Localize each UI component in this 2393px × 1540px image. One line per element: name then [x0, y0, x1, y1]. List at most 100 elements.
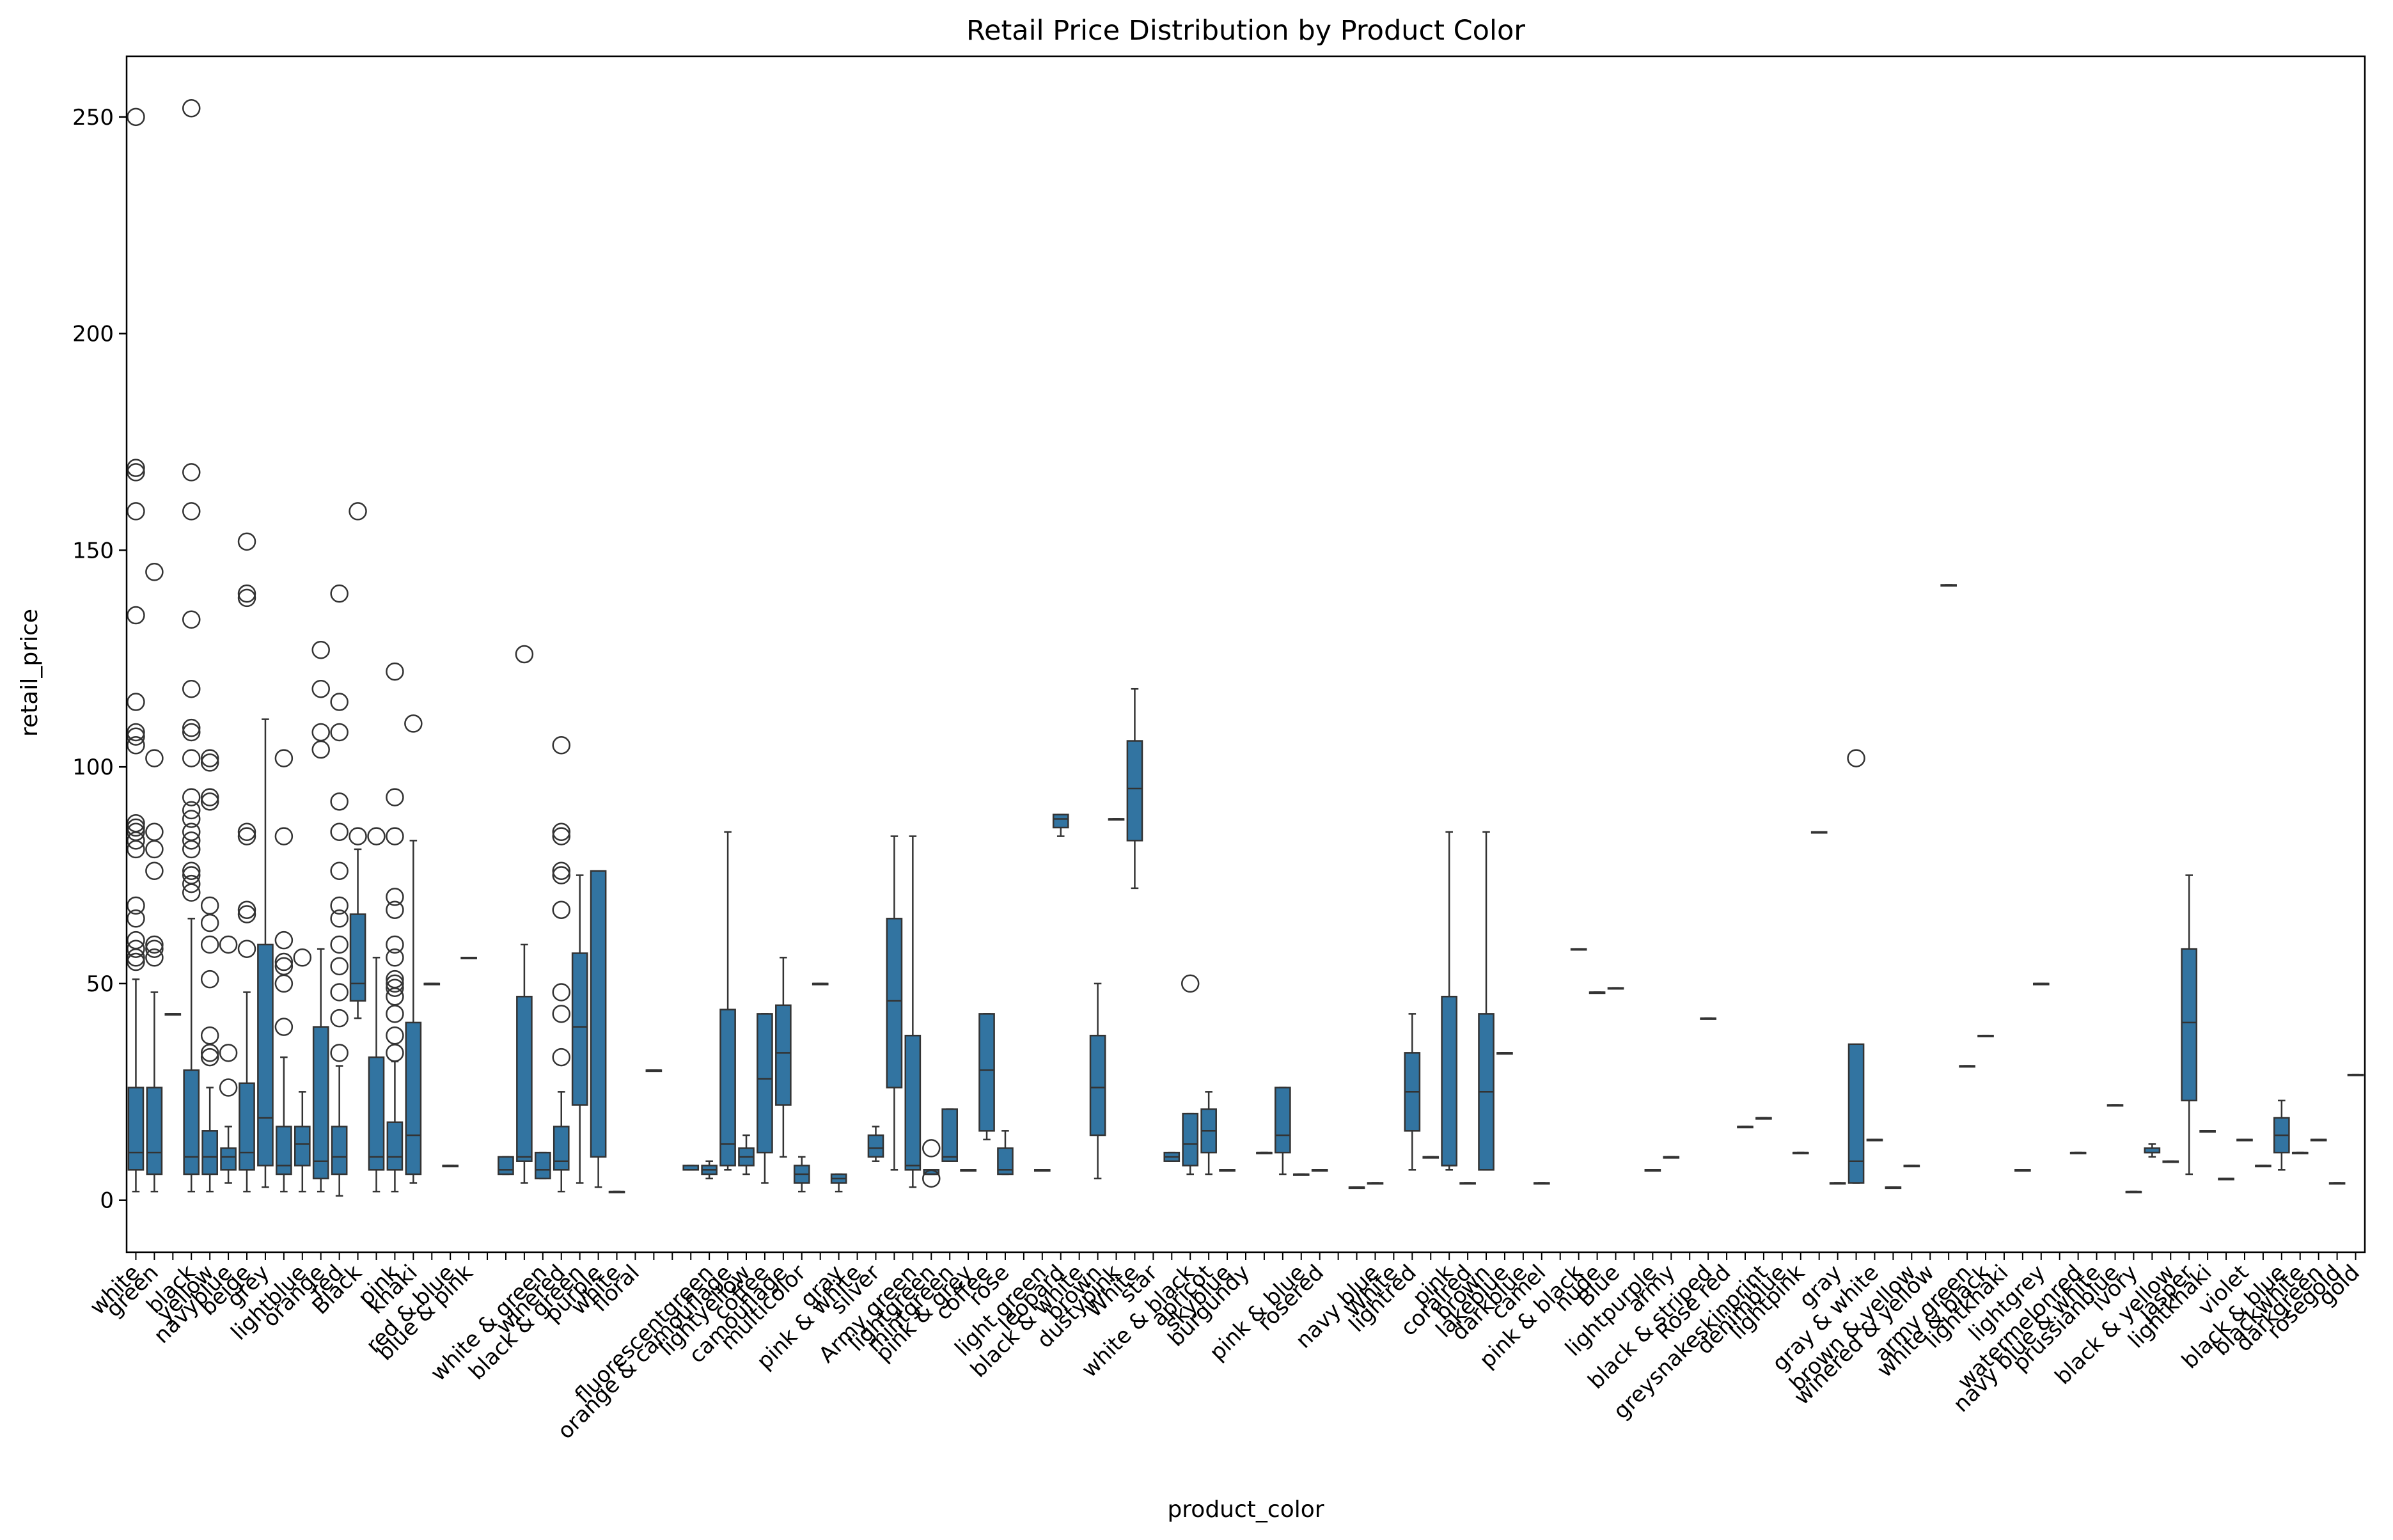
- box-group: [423, 982, 441, 986]
- iqr-box: [941, 1108, 959, 1162]
- box-group: [460, 957, 477, 960]
- iqr-box: [1848, 1043, 1865, 1184]
- box-group: [498, 1156, 514, 1175]
- box-group: [2014, 1169, 2031, 1172]
- outlier-point: [182, 718, 201, 737]
- outlier-point: [386, 978, 404, 997]
- outlier-point: [1181, 974, 1200, 993]
- iqr-box: [867, 1134, 884, 1158]
- box-group: [2255, 1165, 2271, 1168]
- box-group: [1885, 1186, 1902, 1190]
- outlier-point: [182, 810, 201, 828]
- box-group: [1792, 1151, 1809, 1154]
- box-group: [1275, 1087, 1291, 1175]
- box-group: [515, 645, 534, 1184]
- outlier-point: [200, 896, 219, 915]
- iqr-box: [349, 913, 366, 1002]
- y-axis: 0 50 100 150 200 250: [72, 105, 127, 1214]
- box-group: [1977, 1034, 1994, 1037]
- outlier-point: [386, 888, 404, 906]
- box-group: [1256, 1151, 1273, 1154]
- outlier-point: [127, 463, 145, 482]
- iqr-box: [757, 1013, 773, 1154]
- outlier-point: [200, 749, 219, 767]
- box-group: [2199, 1130, 2216, 1133]
- outlier-point: [552, 1005, 571, 1023]
- iqr-box: [978, 1013, 995, 1132]
- outlier-point: [200, 1048, 219, 1067]
- outlier-point: [330, 584, 349, 603]
- outlier-point: [330, 1044, 349, 1062]
- box-group: [1052, 813, 1069, 837]
- box-group: [182, 99, 201, 1193]
- outlier-point: [200, 970, 219, 989]
- box-group: [682, 1165, 700, 1171]
- outlier-point: [182, 749, 201, 767]
- box-group: [2273, 1099, 2290, 1171]
- box-group: [1959, 1065, 1975, 1068]
- outlier-point: [274, 749, 294, 767]
- box-group: [404, 714, 423, 1184]
- box-group: [1589, 991, 1606, 994]
- iqr-box: [719, 1009, 736, 1167]
- outlier-point: [127, 736, 145, 755]
- outlier-point: [330, 792, 349, 811]
- box-group: [1459, 1182, 1476, 1185]
- outlier-point: [182, 502, 201, 521]
- outlier-point: [552, 736, 571, 755]
- outlier-point: [386, 900, 404, 919]
- y-tick-label: 200: [72, 322, 114, 347]
- box-group: [2162, 1160, 2179, 1163]
- box-group: [2347, 1073, 2364, 1076]
- box-group: [1847, 749, 1865, 1184]
- outlier-point: [922, 1139, 941, 1158]
- y-tick-label: 50: [86, 971, 114, 997]
- y-axis-label: retail_price: [17, 609, 43, 737]
- box-group: [1367, 1182, 1384, 1185]
- iqr-box: [1126, 740, 1143, 842]
- outlier-point: [219, 1078, 238, 1097]
- box-group: [127, 107, 145, 1193]
- iqr-box: [997, 1147, 1014, 1175]
- box-group: [1866, 1138, 1883, 1142]
- outlier-point: [386, 662, 404, 681]
- box-group: [719, 831, 736, 1171]
- box-group: [2125, 1190, 2142, 1193]
- outlier-point: [182, 723, 201, 742]
- box-group: [1089, 982, 1106, 1180]
- outlier-point: [145, 563, 164, 581]
- box-group: [775, 957, 792, 1158]
- box-group: [1829, 1182, 1846, 1185]
- iqr-box: [1052, 813, 1069, 829]
- box-group: [311, 640, 330, 1193]
- box-group: [2069, 1151, 2087, 1154]
- outlier-point: [386, 948, 404, 967]
- y-tick-label: 100: [72, 755, 114, 780]
- box-group: [812, 982, 829, 986]
- box-group: [2291, 1151, 2309, 1154]
- iqr-box: [1182, 1112, 1199, 1167]
- outlier-point: [922, 1169, 941, 1188]
- outlier-point: [552, 866, 571, 884]
- box-group: [1348, 1186, 1365, 1190]
- y-tick-label: 250: [72, 105, 114, 130]
- box-group: [1478, 831, 1495, 1171]
- outlier-point: [237, 905, 256, 923]
- box-group: [535, 1151, 551, 1180]
- box-group: [1607, 987, 1624, 990]
- outlier-point: [552, 827, 571, 845]
- outlier-point: [182, 831, 201, 850]
- outlier-point: [552, 1048, 571, 1067]
- outlier-point: [127, 939, 145, 958]
- box-group: [1663, 1156, 1680, 1159]
- outlier-point: [552, 861, 571, 881]
- outlier-point: [145, 948, 164, 967]
- box-group: [757, 1013, 773, 1184]
- outlier-point: [552, 900, 571, 919]
- outlier-point: [145, 939, 164, 958]
- outlier-point: [330, 1009, 349, 1028]
- box-group: [608, 1190, 625, 1193]
- outlier-point: [349, 502, 367, 521]
- outlier-point: [145, 749, 164, 767]
- outlier-point: [182, 874, 201, 893]
